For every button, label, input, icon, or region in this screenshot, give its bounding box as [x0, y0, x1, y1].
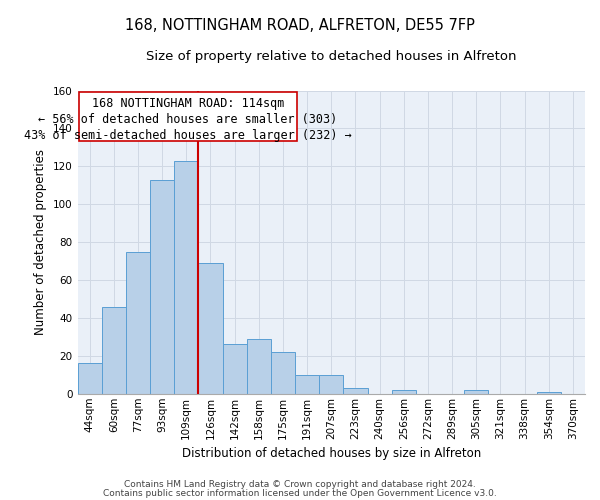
Bar — [271, 352, 295, 394]
Bar — [174, 160, 199, 394]
Bar — [343, 388, 368, 394]
Bar — [464, 390, 488, 394]
Bar — [77, 364, 102, 394]
Text: 168 NOTTINGHAM ROAD: 114sqm: 168 NOTTINGHAM ROAD: 114sqm — [92, 97, 284, 110]
Y-axis label: Number of detached properties: Number of detached properties — [34, 149, 47, 335]
Bar — [102, 306, 126, 394]
Title: Size of property relative to detached houses in Alfreton: Size of property relative to detached ho… — [146, 50, 517, 63]
Text: 168, NOTTINGHAM ROAD, ALFRETON, DE55 7FP: 168, NOTTINGHAM ROAD, ALFRETON, DE55 7FP — [125, 18, 475, 32]
Bar — [392, 390, 416, 394]
Bar — [295, 375, 319, 394]
Bar — [536, 392, 561, 394]
Bar — [319, 375, 343, 394]
Text: Contains HM Land Registry data © Crown copyright and database right 2024.: Contains HM Land Registry data © Crown c… — [124, 480, 476, 489]
Bar — [126, 252, 150, 394]
X-axis label: Distribution of detached houses by size in Alfreton: Distribution of detached houses by size … — [182, 447, 481, 460]
Bar — [223, 344, 247, 394]
Text: 43% of semi-detached houses are larger (232) →: 43% of semi-detached houses are larger (… — [24, 130, 352, 142]
Bar — [247, 339, 271, 394]
Bar — [79, 92, 298, 141]
Text: Contains public sector information licensed under the Open Government Licence v3: Contains public sector information licen… — [103, 489, 497, 498]
Bar — [150, 180, 174, 394]
Bar — [199, 263, 223, 394]
Text: ← 56% of detached houses are smaller (303): ← 56% of detached houses are smaller (30… — [38, 114, 338, 126]
